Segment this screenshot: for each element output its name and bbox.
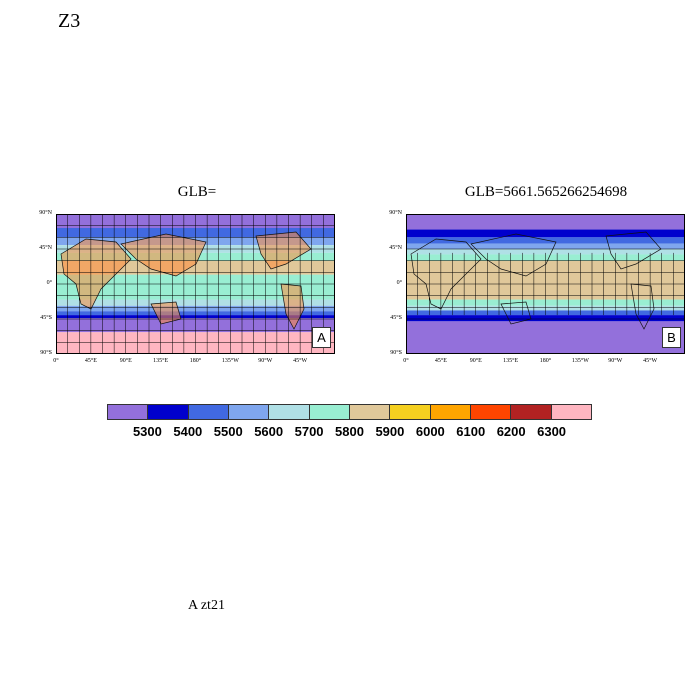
colorbar-segment bbox=[390, 405, 431, 419]
panel-a-title: GLB= bbox=[177, 184, 217, 200]
latitude-band bbox=[406, 249, 685, 255]
colorbar-segment bbox=[108, 405, 149, 419]
colorbar-label: 6200 bbox=[496, 424, 526, 439]
land-outline bbox=[605, 231, 662, 270]
latitude-band bbox=[406, 321, 685, 354]
colorbar-label: 5300 bbox=[132, 424, 162, 439]
lon-tick-label: 90°E bbox=[469, 358, 482, 364]
panel-a-letter: A bbox=[312, 327, 331, 348]
colorbar-segment bbox=[349, 405, 391, 419]
footer-text: A zt21 bbox=[188, 598, 225, 613]
colorbar-label: 5600 bbox=[254, 424, 284, 439]
colorbar-label: 5500 bbox=[213, 424, 243, 439]
colorbar-segment bbox=[188, 405, 229, 419]
graticule bbox=[406, 248, 685, 320]
map-panel-a bbox=[56, 214, 335, 354]
lon-tick-label: 45°W bbox=[643, 358, 658, 364]
land-outline bbox=[410, 238, 482, 310]
lat-tick-label: 45°N bbox=[389, 245, 402, 251]
lon-tick-label: 135°E bbox=[503, 358, 519, 364]
lon-tick-label: 90°W bbox=[608, 358, 623, 364]
latitude-band bbox=[406, 315, 685, 322]
colorbar-label: 6100 bbox=[456, 424, 486, 439]
latitude-band bbox=[406, 229, 685, 238]
latitude-band bbox=[406, 243, 685, 249]
latitude-band bbox=[406, 214, 685, 230]
colorbar-segment bbox=[148, 405, 189, 419]
lon-tick-label: 135°E bbox=[153, 358, 169, 364]
colorbar-segment bbox=[511, 405, 552, 419]
colorbar bbox=[107, 404, 592, 420]
colorbar-label: 6300 bbox=[537, 424, 567, 439]
lon-tick-label: 180° bbox=[189, 358, 202, 364]
map-panel-b bbox=[406, 214, 685, 354]
lat-tick-label: 90°S bbox=[40, 350, 52, 356]
colorbar-label: 5400 bbox=[173, 424, 203, 439]
latitude-band bbox=[406, 237, 685, 244]
lon-tick-label: 135°W bbox=[571, 358, 589, 364]
lat-tick-label: 45°S bbox=[390, 315, 402, 321]
graticule bbox=[56, 214, 335, 354]
colorbar-label: 6000 bbox=[415, 424, 445, 439]
panel-b-letter: B bbox=[662, 327, 681, 348]
colorbar-segment bbox=[309, 405, 350, 419]
colorbar-label: 5900 bbox=[375, 424, 405, 439]
colorbar-segment bbox=[430, 405, 471, 419]
lat-tick-label: 90°N bbox=[389, 210, 402, 216]
lon-tick-label: 180° bbox=[539, 358, 552, 364]
lon-tick-label: 135°W bbox=[221, 358, 239, 364]
lon-tick-label: 90°W bbox=[258, 358, 273, 364]
map-frame bbox=[406, 214, 685, 354]
lat-tick-label: 90°N bbox=[39, 210, 52, 216]
lat-tick-label: 45°N bbox=[39, 245, 52, 251]
land-outline bbox=[60, 238, 132, 310]
lat-tick-label: 90°S bbox=[390, 350, 402, 356]
lon-tick-label: 45°E bbox=[434, 358, 447, 364]
colorbar-label: 5800 bbox=[335, 424, 364, 439]
colorbar-segment bbox=[228, 405, 270, 419]
land-outline bbox=[255, 231, 312, 270]
lon-tick-label: 0° bbox=[403, 358, 409, 364]
coastlines bbox=[410, 231, 662, 330]
colorbar-segment bbox=[470, 405, 512, 419]
lat-tick-label: 0° bbox=[396, 280, 402, 286]
map-frame bbox=[56, 214, 335, 354]
panel-b-title: GLB=5661.565266254698 bbox=[464, 184, 628, 200]
colorbar-segment bbox=[551, 405, 591, 419]
lat-tick-label: 0° bbox=[46, 280, 52, 286]
lat-tick-label: 45°S bbox=[40, 315, 52, 321]
lon-tick-label: 45°W bbox=[293, 358, 308, 364]
lon-tick-label: 0° bbox=[53, 358, 59, 364]
page-title: Z3 bbox=[58, 10, 81, 32]
colorbar-label: 5700 bbox=[294, 424, 324, 439]
lon-tick-label: 90°E bbox=[119, 358, 132, 364]
lon-tick-label: 45°E bbox=[84, 358, 97, 364]
colorbar-segment bbox=[269, 405, 310, 419]
